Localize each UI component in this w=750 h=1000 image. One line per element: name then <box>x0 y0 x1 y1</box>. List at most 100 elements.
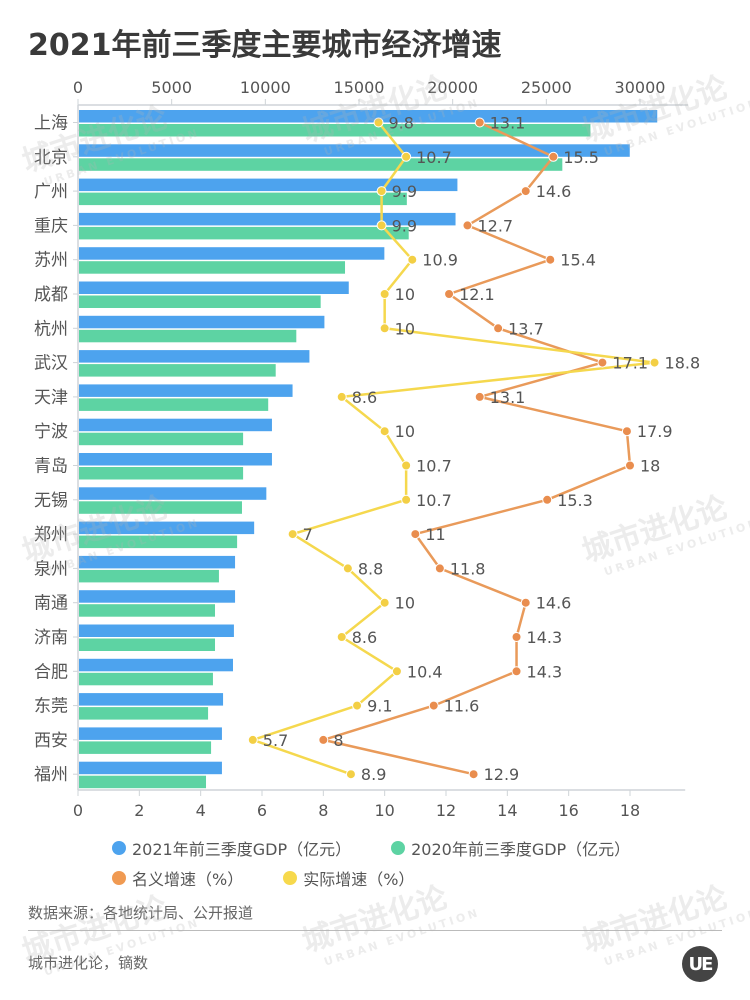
nominal-growth-point <box>428 700 439 711</box>
category-label: 杭州 <box>34 319 68 339</box>
real-growth-data-label: 10 <box>395 285 415 304</box>
bottom-axis-tick-label: 12 <box>436 801 456 820</box>
bar-gdp-2021 <box>79 624 234 637</box>
bar-gdp-2021 <box>79 658 233 672</box>
legend-item-nominal-growth[interactable]: 名义增速（%） <box>112 866 243 890</box>
bottom-axis-tick-label: 8 <box>318 801 328 820</box>
nominal-growth-point <box>625 460 635 471</box>
bar-gdp-2020 <box>79 432 244 446</box>
real-growth-point <box>352 700 363 711</box>
top-axis-tick-label: 30000 <box>615 78 666 97</box>
category-label: 无锡 <box>34 491 68 511</box>
real-growth-point <box>336 632 347 642</box>
bottom-axis-tick-label: 18 <box>620 801 640 820</box>
top-axis-tick-label: 20000 <box>427 78 478 97</box>
chart: 0 5000 10000 15000 20000 25000 30000 0 2 4 6 8 10 12 1… <box>34 78 700 820</box>
bar-gdp-2020 <box>79 467 244 480</box>
real-growth-data-label: 9.8 <box>389 114 414 133</box>
bottom-axis-tick-label: 10 <box>374 801 394 820</box>
bar-gdp-2021 <box>79 521 255 535</box>
bottom-axis-tick-label: 16 <box>558 801 578 820</box>
chart-title: 2021年前三季度主要城市经济增速 <box>28 28 502 63</box>
category-label: 青岛 <box>34 457 68 477</box>
bottom-axis-tick-label: 2 <box>134 801 144 820</box>
bar-gdp-2021 <box>79 384 293 397</box>
top-axis-tick-label: 15000 <box>334 78 385 97</box>
bar-gdp-2021 <box>79 350 310 363</box>
real-growth-data-label: 8.8 <box>358 559 383 578</box>
legend-item-gdp-2021[interactable]: 2021年前三季度GDP（亿元） <box>112 836 351 860</box>
nominal-growth-data-label: 12.7 <box>477 216 513 235</box>
bar-gdp-2021 <box>79 144 630 157</box>
watermark-text: URBAN EVOLUTION <box>322 905 482 969</box>
real-growth-point <box>376 220 387 231</box>
legend-dot-icon <box>112 871 126 885</box>
bar-gdp-2021 <box>79 727 222 740</box>
real-growth-point <box>649 357 660 368</box>
real-growth-point <box>373 117 384 128</box>
nominal-growth-point <box>462 220 473 231</box>
real-growth-data-label: 8.6 <box>352 628 377 647</box>
real-growth-point <box>401 494 412 505</box>
real-growth-data-label: 10.9 <box>422 251 458 270</box>
bottom-axis-tick-label: 0 <box>73 801 83 820</box>
category-label: 重庆 <box>34 216 68 236</box>
nominal-growth-point <box>474 391 485 402</box>
nominal-growth-data-label: 14.6 <box>536 594 572 613</box>
nominal-growth-data-label: 11.6 <box>444 697 480 716</box>
bar-gdp-2020 <box>79 364 276 377</box>
nominal-growth-data-label: 11 <box>425 525 445 544</box>
real-growth-data-label: 10.7 <box>416 491 452 510</box>
legend-label: 2020年前三季度GDP（亿元） <box>411 840 631 859</box>
real-growth-point <box>345 769 356 780</box>
bar-gdp-2020 <box>79 226 409 240</box>
real-growth-data-label: 10 <box>395 594 415 613</box>
top-axis-tick-label: 25000 <box>521 78 572 97</box>
legend: 2021年前三季度GDP（亿元） 2020年前三季度GDP（亿元） 名义增速（%… <box>112 836 712 896</box>
top-axis-tick-label: 0 <box>73 78 83 97</box>
legend-label: 2021年前三季度GDP（亿元） <box>132 840 352 859</box>
nominal-growth-point <box>474 117 485 128</box>
nominal-growth-point <box>434 563 445 574</box>
category-label: 天津 <box>34 388 68 408</box>
real-growth-point <box>342 563 353 574</box>
real-growth-data-label: 10.7 <box>416 148 452 167</box>
bar-gdp-2020 <box>79 295 321 308</box>
bar-gdp-2020 <box>79 398 269 411</box>
category-label: 郑州 <box>34 525 68 545</box>
nominal-growth-data-label: 13.7 <box>508 319 544 338</box>
credit: 城市进化论，镝数 <box>28 954 149 972</box>
nominal-growth-line <box>322 121 632 776</box>
bar-gdp-2020 <box>79 261 346 274</box>
category-label: 合肥 <box>34 662 68 682</box>
nominal-growth-data-label: 17.1 <box>612 354 648 373</box>
nominal-growth-point <box>548 151 559 162</box>
legend-dot-icon <box>283 871 298 885</box>
real-growth-point <box>407 254 418 265</box>
real-growth-data-label: 10 <box>395 422 415 441</box>
category-label: 成都 <box>34 285 68 305</box>
legend-item-real-growth[interactable]: 实际增速（%） <box>283 866 414 890</box>
category-label: 福州 <box>34 765 68 785</box>
real-growth-data-label: 7 <box>303 525 313 544</box>
bar-gdp-2021 <box>79 110 658 123</box>
category-label: 南通 <box>34 594 68 614</box>
real-growth-point <box>401 151 412 162</box>
real-growth-data-label: 8.6 <box>352 388 377 407</box>
bar-gdp-2021 <box>79 693 224 706</box>
category-label: 北京 <box>34 148 68 168</box>
bar-gdp-2021 <box>79 247 385 260</box>
real-growth-point <box>287 529 298 540</box>
real-growth-line <box>251 121 656 776</box>
legend-label: 名义增速（%） <box>132 870 244 889</box>
bar-gdp-2020 <box>79 672 213 686</box>
nominal-growth-point <box>444 289 455 299</box>
bottom-axis-tick-label: 6 <box>257 801 267 820</box>
category-label: 宁波 <box>34 422 68 442</box>
nominal-growth-data-label: 13.1 <box>490 114 526 133</box>
real-growth-point <box>391 666 402 677</box>
real-growth-point <box>379 289 390 299</box>
legend-item-gdp-2020[interactable]: 2020年前三季度GDP（亿元） <box>391 836 630 860</box>
bottom-axis-tick-label: 14 <box>497 801 517 820</box>
real-growth-point <box>379 323 390 334</box>
